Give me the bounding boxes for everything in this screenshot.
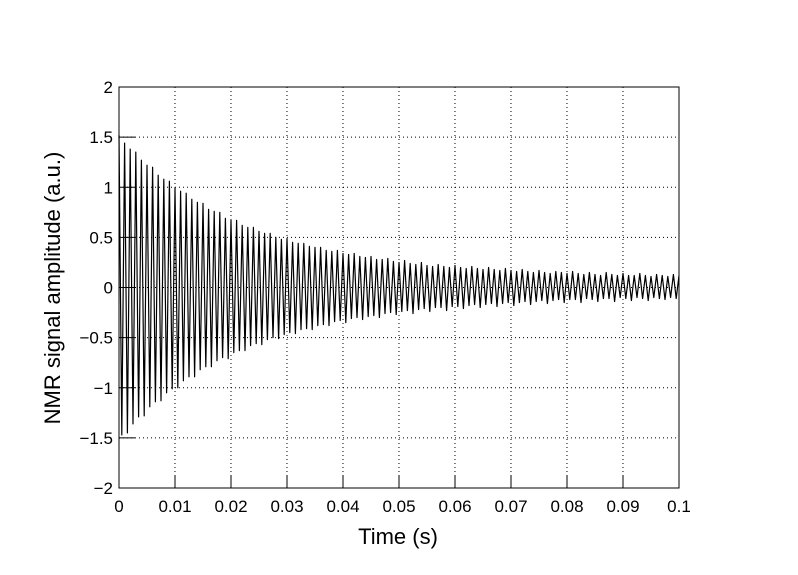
y-tick-label: 1 bbox=[104, 178, 113, 197]
y-tick-label: 1.5 bbox=[89, 128, 113, 147]
x-axis-title: Time (s) bbox=[358, 524, 438, 549]
plot-frame bbox=[118, 86, 680, 489]
x-tick-label: 0.01 bbox=[158, 497, 191, 516]
x-tick-label: 0.02 bbox=[214, 497, 247, 516]
x-tick-label: 0.09 bbox=[606, 497, 639, 516]
y-tick-label: −2 bbox=[94, 479, 113, 498]
x-tick-label: 0.04 bbox=[326, 497, 359, 516]
x-tick-label: 0 bbox=[114, 497, 123, 516]
x-tick-label: 0.1 bbox=[667, 497, 691, 516]
x-tick-label: 0.05 bbox=[382, 497, 415, 516]
y-axis-title: NMR signal amplitude (a.u.) bbox=[40, 152, 65, 425]
y-tick-label: −1 bbox=[94, 379, 113, 398]
y-tick-label: 0.5 bbox=[89, 228, 113, 247]
y-tick-label: −1.5 bbox=[79, 429, 113, 448]
x-tick-label: 0.03 bbox=[270, 497, 303, 516]
x-tick-label: 0.07 bbox=[494, 497, 527, 516]
signal-line bbox=[118, 135, 680, 436]
y-tick-label: 2 bbox=[104, 78, 113, 97]
y-tick-label: 0 bbox=[104, 279, 113, 298]
x-tick-label: 0.08 bbox=[550, 497, 583, 516]
y-tick-label: −0.5 bbox=[79, 329, 113, 348]
x-tick-label: 0.06 bbox=[438, 497, 471, 516]
